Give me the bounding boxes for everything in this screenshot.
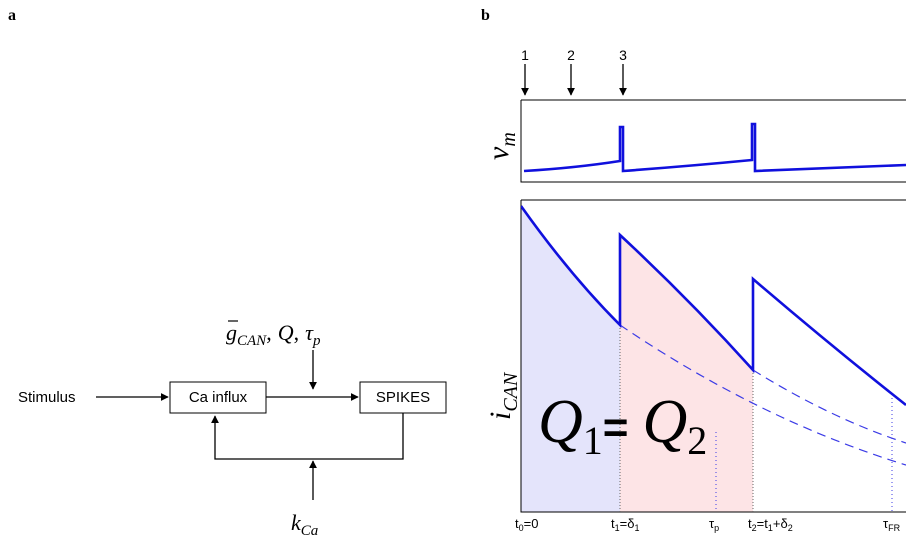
tick-t0: t0=0 xyxy=(515,516,538,533)
ca-influx-label: Ca influx xyxy=(189,389,248,406)
arrow-label-1: 1 xyxy=(521,47,529,63)
vm-axes xyxy=(521,100,906,182)
vm-label: vm xyxy=(482,132,520,160)
params-label: gCAN, Q, τp xyxy=(226,320,321,349)
feedback-loop xyxy=(215,413,403,459)
panel-b-label: b xyxy=(481,7,490,24)
panel-a: a gCAN, Q, τp Stimulus Ca influx SPIKES kC… xyxy=(8,7,446,536)
kca-label: kCa xyxy=(291,510,318,536)
panel-a-label: a xyxy=(8,7,16,24)
q2-area xyxy=(620,235,753,512)
arrow-label-3: 3 xyxy=(619,47,627,63)
stimulus-label: Stimulus xyxy=(18,389,76,406)
ican-plot: iCAN Q1= Q2 xyxy=(484,200,906,512)
tick-taup: τp xyxy=(709,516,719,533)
tick-t2: t2=t1+δ2 xyxy=(748,516,793,533)
ican-label: iCAN xyxy=(484,371,522,420)
panel-b: b 1 2 3 vm xyxy=(481,7,906,533)
vm-plot: vm xyxy=(482,100,906,182)
tick-taufr: τFR xyxy=(883,516,901,533)
arrow-label-2: 2 xyxy=(567,47,575,63)
q1-area xyxy=(521,206,620,512)
vm-trace xyxy=(524,124,906,171)
tick-t1: t1=δ1 xyxy=(611,516,639,533)
dashed-decay-2 xyxy=(753,370,906,443)
spikes-label: SPIKES xyxy=(376,389,430,406)
